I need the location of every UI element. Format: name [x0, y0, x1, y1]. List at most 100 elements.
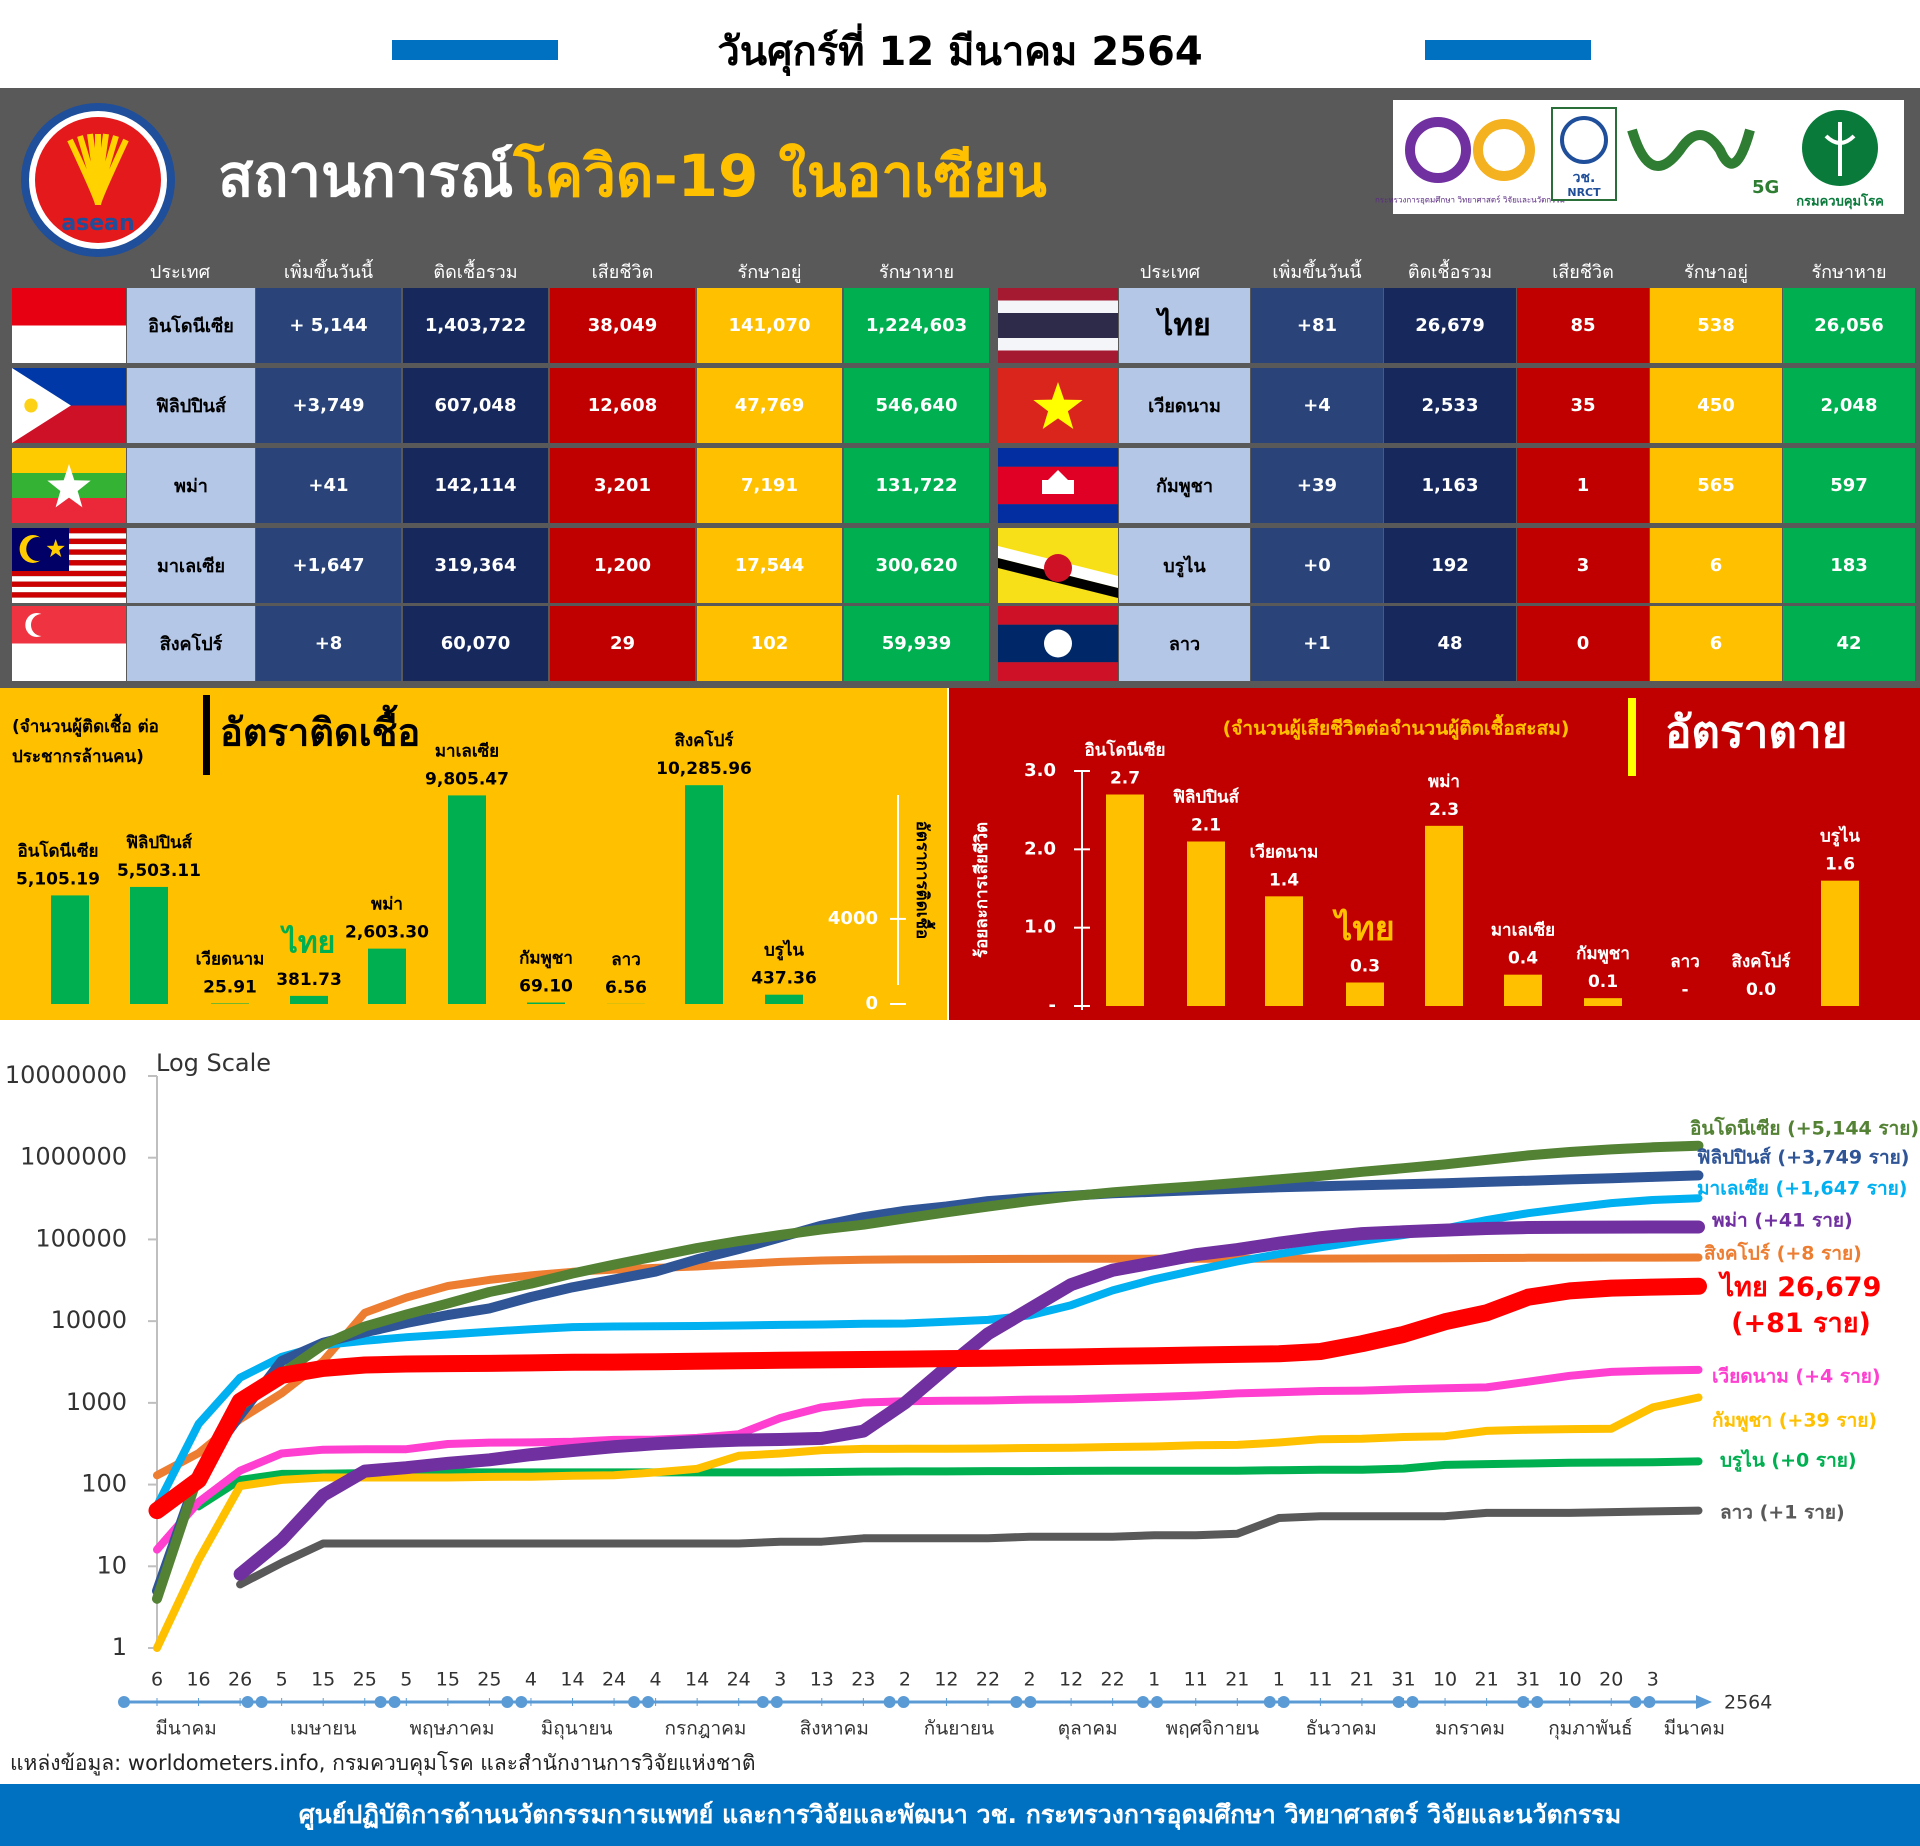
x-axis-arrow: [1696, 1695, 1712, 1709]
legend-label: พม่า (+41 ราย): [1712, 1210, 1853, 1232]
category-label: มาเลเซีย: [435, 740, 499, 761]
table-cell: 26,679: [1384, 288, 1516, 363]
table-cell: 26,056: [1783, 288, 1915, 363]
flag-part: [12, 581, 126, 587]
category-label: ฟิลิปปินส์: [126, 832, 193, 853]
x-tick-label: 21: [1475, 1669, 1499, 1691]
series-line: [194, 1457, 1703, 1511]
x-tick-label: 16: [186, 1669, 210, 1691]
month-label: มิถุนายน: [541, 1718, 613, 1741]
axis-dot: [897, 1696, 910, 1708]
x-tick-label: 26: [228, 1669, 252, 1691]
table-cell: + 5,144: [256, 288, 401, 363]
y-tick-label: 1000: [66, 1388, 127, 1416]
logo-arc: [1473, 119, 1536, 181]
legend-label: ฟิลิปปินส์ (+3,749 ราย): [1697, 1147, 1909, 1169]
column-header: ติดเชื้อรวม: [433, 262, 518, 283]
series-line: [152, 1170, 1704, 1596]
flag: [12, 606, 126, 681]
table-cell: 60,070: [403, 606, 548, 681]
flag-part: [998, 313, 1118, 338]
table-cell: 565: [1650, 448, 1782, 523]
bar: [1504, 974, 1542, 1006]
column-header: เพิ่มขึ้นวันนี้: [1272, 262, 1362, 283]
table-cell: 192: [1384, 528, 1516, 603]
bar: [765, 994, 803, 1004]
month-label: ธันวาคม: [1306, 1718, 1377, 1740]
x-tick-label: 4: [650, 1669, 662, 1691]
table-cell: 12,608: [550, 368, 695, 443]
table-cell: 47,769: [697, 368, 842, 443]
x-tick-label: 11: [1184, 1669, 1208, 1691]
table-cell: 607,048: [403, 368, 548, 443]
flag: [998, 288, 1118, 363]
column-header: เสียชีวิต: [1552, 262, 1614, 283]
category-label: ลาว: [611, 950, 641, 970]
flag-part: [1042, 480, 1074, 494]
table-cell: +1,647: [256, 528, 401, 603]
logo-seal: [1560, 116, 1608, 164]
country-name: เวียดนาม: [1119, 368, 1250, 443]
flag-part: [12, 592, 126, 598]
title-part: สถานการณ์: [218, 142, 513, 210]
value-label: 1.4: [1269, 870, 1299, 890]
value-label: 1.6: [1825, 855, 1855, 875]
country-name: บรูไน: [1119, 528, 1250, 603]
country-name: พม่า: [127, 448, 255, 523]
flag-part: [998, 350, 1118, 363]
axis-dot: [515, 1696, 528, 1708]
logo-text: asean: [61, 211, 134, 236]
flag-part: [1048, 470, 1068, 480]
source: แหล่งข้อมูล: worldometers.info, กรมควบคุ…: [10, 1751, 756, 1776]
flag: [12, 368, 126, 443]
bar: [290, 995, 328, 1004]
table-cell: 6: [1650, 528, 1782, 603]
table-cell: 319,364: [403, 528, 548, 603]
y-tick-label: 100: [81, 1470, 127, 1498]
axis-dot: [1392, 1696, 1405, 1708]
x-tick-label: 11: [1308, 1669, 1332, 1691]
table-cell: 0: [1517, 606, 1649, 681]
y-tick-label: 1000000: [20, 1143, 127, 1171]
value-label: 9,805.47: [425, 769, 509, 789]
axis-dot: [642, 1696, 655, 1708]
table-cell: 1,163: [1384, 448, 1516, 523]
bar: [1346, 982, 1384, 1006]
series-line: [153, 1253, 1703, 1480]
value-label: 381.73: [276, 970, 342, 990]
x-tick-label: 22: [1101, 1669, 1125, 1691]
value-label: 2,603.30: [345, 923, 429, 943]
bar: [130, 886, 168, 1004]
category-label: สิงคโปร์: [1731, 951, 1791, 972]
y-tick-label: 0: [865, 993, 878, 1014]
x-axis-label: 2564: [1724, 1692, 1772, 1714]
y-tick-label: 1: [112, 1633, 127, 1661]
title-divider: [1628, 698, 1636, 776]
bar: [368, 948, 406, 1004]
category-label: พม่า: [371, 895, 403, 915]
y-tick-label: 4000: [828, 908, 878, 929]
axis-dot: [1010, 1696, 1023, 1708]
axis-dot: [1406, 1696, 1419, 1708]
value-label: 69.10: [519, 977, 573, 997]
table-cell: 141,070: [697, 288, 842, 363]
series-line: [153, 1365, 1703, 1554]
column-header: เสียชีวิต: [591, 262, 654, 283]
column-header: ประเทศ: [149, 262, 211, 283]
month-label: สิงหาคม: [800, 1718, 869, 1740]
legend-label: ลาว (+1 ราย): [1720, 1502, 1845, 1524]
country-name: กัมพูชา: [1119, 448, 1250, 523]
axis-dot: [388, 1696, 401, 1708]
axis-dot: [1531, 1696, 1544, 1708]
x-tick-label: 15: [436, 1669, 460, 1691]
table-cell: +39: [1251, 448, 1383, 523]
flag-part: [24, 398, 38, 413]
bar: [527, 1002, 565, 1004]
category-label: บรูไน: [764, 940, 804, 962]
table-cell: 3: [1517, 528, 1649, 603]
axis-dot: [1151, 1696, 1164, 1708]
x-tick-label: 12: [1059, 1669, 1083, 1691]
flag-part: [998, 288, 1118, 301]
axis-dot: [1277, 1696, 1290, 1708]
country-name: ไทย: [1119, 288, 1250, 363]
